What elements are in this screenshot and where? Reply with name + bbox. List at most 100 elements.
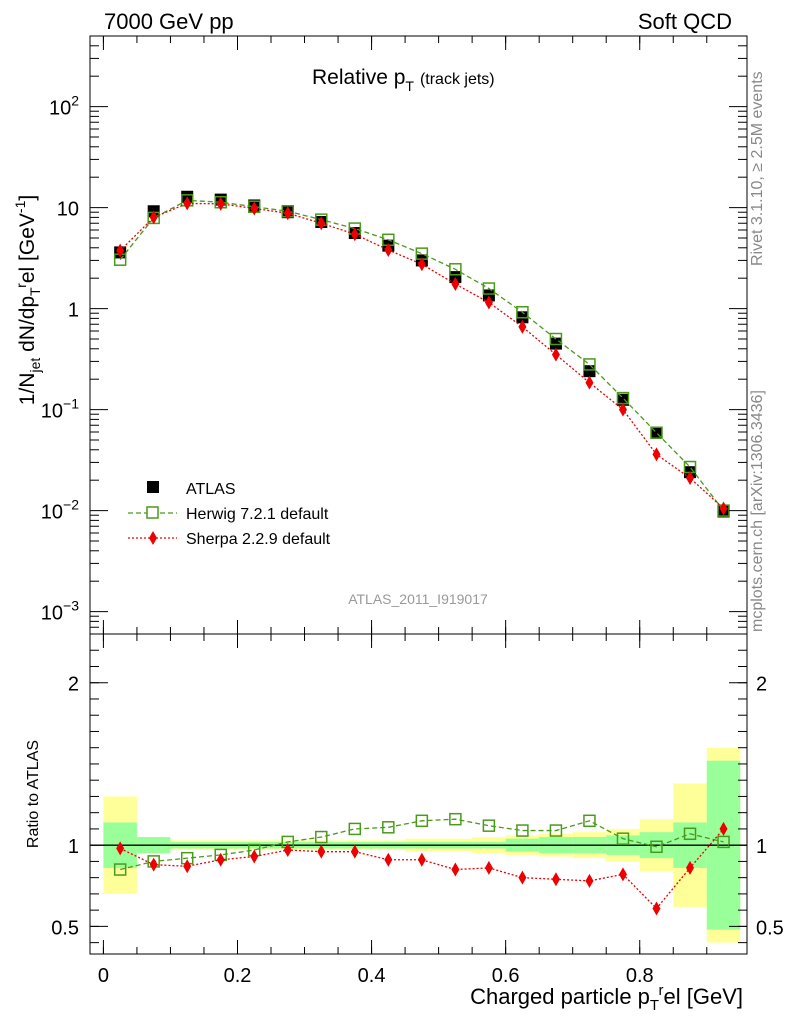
herwig-ratio-point — [415, 814, 429, 828]
sherpa-point — [417, 257, 426, 272]
y-tick-label: 102 — [49, 93, 79, 120]
sherpa-point — [618, 402, 627, 417]
ratio-tick-label-right: 1 — [756, 836, 767, 858]
y-tick-label: 10−1 — [41, 396, 79, 423]
ylabel-a: 1/N — [16, 373, 39, 406]
y-tick-label: 10−2 — [41, 497, 79, 524]
herwig-ratio-point — [650, 840, 663, 854]
chart-title-sub: T — [405, 78, 414, 94]
herwig-line — [119, 199, 725, 511]
xlabel-sub: T — [650, 997, 659, 1014]
y-tick-label: 10 — [57, 199, 79, 221]
sherpa-ratio-point — [417, 852, 426, 867]
xlabel-main: Charged particle p — [470, 984, 650, 1009]
ylabel-b-sub: T — [27, 287, 43, 296]
sherpa-point — [484, 295, 493, 310]
sherpa-ratio-point — [149, 857, 158, 872]
sherpa-ratio-point — [551, 872, 560, 887]
ratio-frame — [89, 633, 748, 955]
legend-herwig-marker — [146, 506, 159, 519]
ratio-tick-label: 1 — [68, 836, 79, 858]
ylabel-c: el [GeV — [16, 213, 39, 283]
y-tick-base: 10 — [41, 603, 63, 625]
y-tick-base: 10 — [49, 98, 71, 120]
rivet-label: Rivet 3.1.10, ≥ 2.5M events — [749, 71, 766, 266]
sherpa-point — [719, 501, 728, 516]
energy-label: 7000 GeV pp — [104, 9, 234, 34]
sherpa-ratio-point — [183, 859, 192, 874]
chart-title: Relative pT (track jets) — [312, 66, 495, 94]
y-tick-label: 10−3 — [41, 598, 79, 625]
sherpa-ratio-point — [686, 860, 695, 875]
y-tick-base: 10 — [57, 199, 79, 221]
sherpa-point — [652, 447, 661, 462]
sherpa-ratio-point — [283, 843, 292, 858]
legend-entry-herwig: Herwig 7.2.1 default — [128, 506, 329, 523]
herwig-ratio-point — [449, 812, 462, 826]
y-tick-base: 10 — [41, 502, 63, 524]
ylabel-b-sup: r — [13, 283, 29, 288]
atlas-point — [616, 393, 629, 406]
herwig-ratio-point — [583, 814, 596, 828]
sherpa-ratio-point — [518, 870, 527, 885]
sherpa-point — [149, 210, 158, 225]
herwig-ratio-point — [348, 822, 362, 836]
sherpa-point — [384, 243, 393, 258]
herwig-ratio-point — [616, 832, 630, 845]
sherpa-ratio-point — [652, 901, 661, 916]
sherpa-point — [551, 347, 560, 362]
herwig-point — [549, 332, 563, 346]
herwig-point — [482, 282, 496, 295]
sherpa-ratio-point — [350, 844, 359, 859]
ratio-panel: 0 0.2 0.4 0.6 0.8 0.5 0.5 1 1 2 2 Ratio to ATLAS — [25, 633, 784, 987]
chart-title-tail: (track jets) — [420, 71, 495, 88]
ratio-tick-label-right: 2 — [756, 674, 767, 696]
y-tick-exp: −3 — [63, 598, 79, 614]
sherpa-ratio-point — [451, 862, 460, 877]
x-tick-label: 0.4 — [358, 965, 386, 987]
herwig-point — [516, 306, 529, 319]
herwig-point — [449, 263, 462, 276]
sherpa-ratio-point — [484, 860, 493, 875]
herwig-ratio-point — [549, 824, 563, 837]
sherpa-point — [116, 243, 125, 258]
sherpa-ratio-point — [250, 849, 259, 864]
sherpa-point — [183, 196, 192, 211]
process-label: Soft QCD — [638, 9, 732, 34]
sherpa-point — [451, 277, 460, 292]
herwig-ratio-point — [382, 821, 395, 834]
sherpa-ratio-point — [384, 852, 393, 867]
sherpa-point — [283, 206, 292, 221]
herwig-ratio-point — [315, 830, 328, 844]
chart-title-main: Relative p — [312, 66, 405, 89]
ratio-ylabel: Ratio to ATLAS — [25, 740, 42, 848]
herwig-point — [650, 426, 663, 439]
ratio-tick-label: 0.5 — [51, 917, 79, 939]
x-tick-label: 0.6 — [492, 965, 520, 987]
atlas-point — [583, 365, 596, 378]
sherpa-point — [585, 375, 594, 390]
ylabel-c-sup: -1 — [12, 200, 28, 213]
ratio-tick-label-right: 0.5 — [756, 917, 784, 939]
sherpa-point — [317, 216, 326, 231]
x-tick-label: 0.2 — [224, 965, 252, 987]
sherpa-ratio-point — [116, 841, 125, 856]
y-tick-exp: 2 — [71, 93, 79, 109]
sherpa-point — [350, 227, 359, 242]
legend-sherpa-label: Sherpa 2.2.9 default — [186, 531, 331, 548]
y-tick-exp: −2 — [63, 497, 79, 513]
y-tick-base: 10 — [41, 401, 63, 423]
herwig-ratio-point — [683, 827, 697, 841]
x-tick-label: 0.8 — [626, 965, 654, 987]
herwig-ratio-point — [717, 835, 730, 849]
sherpa-point — [686, 471, 695, 486]
sherpa-point — [216, 196, 225, 211]
xlabel-tail: el [GeV] — [664, 984, 743, 1009]
legend: ATLAS Herwig 7.2.1 default Sherpa 2.2.9 … — [128, 481, 331, 548]
herwig-point — [583, 358, 596, 371]
sherpa-line — [119, 202, 724, 509]
ylabel-d: ] — [16, 195, 39, 201]
legend-herwig-label: Herwig 7.2.1 default — [186, 506, 329, 523]
